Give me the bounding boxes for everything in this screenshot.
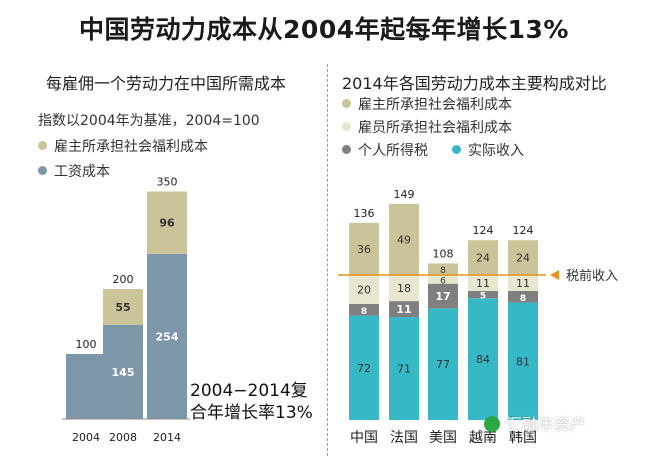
data-label: 11: [476, 277, 490, 290]
legend-swatch: [342, 99, 351, 108]
data-label: 84: [476, 353, 490, 366]
wechat-icon: [484, 416, 500, 432]
data-label: 20: [357, 284, 371, 297]
x-tick-label: 美国: [429, 430, 457, 446]
total-label: 124: [473, 224, 494, 237]
right-legend-personal-tax: 个人所得税: [342, 140, 428, 160]
bar-segment: [389, 203, 419, 275]
bar-segment: [508, 290, 538, 303]
legend-label: 雇主所承担社会福利成本: [358, 97, 512, 113]
bar-segment: [468, 240, 498, 275]
legend-label: 个人所得税: [358, 143, 428, 159]
data-label: 17: [435, 290, 450, 303]
bar-segment: [468, 290, 498, 299]
left-subtitle: 指数以2004年为基准，2004=100: [38, 113, 260, 129]
bar-segment: [428, 283, 458, 309]
total-label: 108: [433, 247, 454, 260]
legend-swatch: [342, 122, 351, 131]
total-label: 350: [157, 176, 178, 189]
cagr-annotation: 2004−2014复 合年增长率13%: [190, 380, 313, 424]
x-tick-label: 2008: [109, 431, 137, 444]
data-label: 18: [397, 282, 411, 295]
legend-label: 工资成本: [54, 164, 110, 180]
bar-segment: [389, 275, 419, 302]
data-label: 49: [397, 233, 411, 246]
data-label: 5: [480, 292, 486, 302]
right-legend-actual-income: 实际收入: [452, 140, 524, 160]
bar-segment: [389, 317, 419, 420]
bar-segment: [147, 253, 187, 419]
legend-swatch: [38, 141, 47, 150]
data-label: 6: [440, 276, 446, 286]
data-label: 24: [476, 252, 490, 265]
bar-segment: [66, 354, 106, 419]
total-label: 136: [354, 207, 375, 220]
left-legend-wage: 工资成本: [38, 161, 110, 181]
bar-segment: [468, 298, 498, 420]
data-label: 96: [159, 217, 175, 230]
legend-label: 雇主所承担社会福利成本: [54, 139, 208, 155]
data-label: 8: [361, 307, 367, 317]
legend-label: 实际收入: [468, 143, 524, 159]
pretax-arrow-icon: [550, 270, 559, 280]
data-label: 8: [520, 294, 526, 304]
x-tick-label: 2014: [153, 431, 181, 444]
x-tick-label: 法国: [390, 430, 418, 446]
bar-segment: [349, 222, 379, 275]
data-label: 145: [112, 366, 135, 379]
bar-segment: [349, 275, 379, 304]
bar-segment: [349, 315, 379, 420]
legend-swatch: [452, 145, 461, 154]
legend-swatch: [38, 166, 47, 175]
total-label: 149: [394, 188, 415, 201]
cagr-line-1: 2004−2014复: [190, 381, 308, 401]
data-label: 36: [357, 243, 371, 256]
data-label: 72: [357, 362, 371, 375]
x-tick-label: 越南: [469, 430, 497, 446]
x-tick-label: 中国: [350, 430, 378, 446]
bar-segment: [428, 308, 458, 420]
bar-segment: [147, 191, 187, 254]
total-label: 100: [76, 338, 97, 351]
panel-divider: [327, 64, 328, 456]
bar-segment: [428, 263, 458, 275]
bar-segment: [468, 275, 498, 291]
right-panel-title: 2014年各国劳动力成本主要构成对比: [342, 74, 607, 93]
data-label: 24: [516, 252, 530, 265]
bar-segment: [508, 240, 538, 275]
legend-swatch: [342, 145, 351, 154]
cagr-line-2: 合年增长率13%: [190, 403, 313, 423]
x-tick-label: 韩国: [509, 430, 537, 446]
watermark: 汇融丰资产: [484, 411, 586, 435]
bar-segment: [508, 275, 538, 291]
right-legend-employee-social: 雇员所承担社会福利成本: [342, 117, 512, 137]
total-label: 124: [513, 224, 534, 237]
left-panel-title: 每雇佣一个劳动力在中国所需成本: [46, 74, 287, 93]
data-label: 11: [396, 303, 411, 316]
data-label: 81: [516, 355, 530, 368]
data-label: 71: [397, 363, 411, 376]
data-label: 8: [440, 266, 446, 276]
legend-label: 雇员所承担社会福利成本: [358, 120, 512, 136]
bar-segment: [428, 275, 458, 284]
bar-segment: [389, 301, 419, 318]
data-label: 77: [436, 358, 450, 371]
x-tick-label: 2004: [72, 431, 100, 444]
left-legend-employer-social: 雇主所承担社会福利成本: [38, 136, 208, 156]
bar-segment: [103, 289, 143, 325]
bar-segment: [349, 304, 379, 316]
data-label: 55: [115, 301, 130, 314]
data-label: 11: [516, 277, 530, 290]
watermark-text: 汇融丰资产: [506, 415, 587, 434]
bar-segment: [103, 324, 143, 419]
right-legend-employer-social: 雇主所承担社会福利成本: [342, 94, 512, 114]
bar-segment: [508, 302, 538, 420]
pretax-label: 税前收入: [566, 268, 618, 284]
chart-title: 中国劳动力成本从2004年起每年增长13%: [79, 15, 569, 44]
data-label: 254: [156, 330, 179, 343]
total-label: 200: [113, 273, 134, 286]
